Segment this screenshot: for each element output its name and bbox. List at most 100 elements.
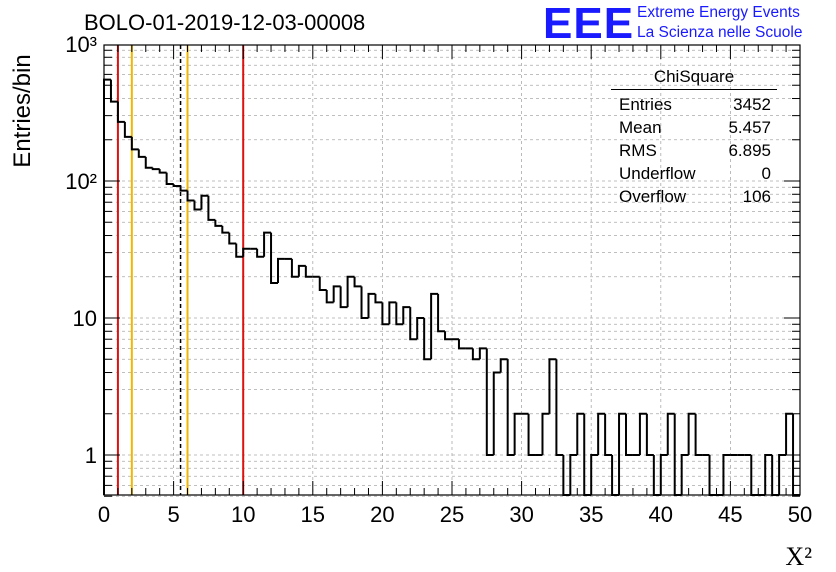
stats-name: ChiSquare: [611, 67, 777, 90]
histogram-bin: [506, 359, 515, 456]
histogram-bin: [604, 413, 613, 456]
stats-value: 3452: [733, 95, 771, 114]
reference-lines: [116, 45, 245, 495]
histogram-bin: [409, 307, 418, 341]
histogram-bin: [792, 413, 800, 496]
stats-row: RMS 6.895: [611, 139, 777, 162]
stats-value: 6.895: [728, 141, 771, 160]
x-tick-label: 50: [788, 502, 812, 527]
histogram-bin: [597, 412, 606, 455]
x-tick-label: 10: [231, 502, 255, 527]
histogram-bin: [165, 172, 174, 186]
histogram-bin: [778, 454, 787, 495]
histogram-bin: [381, 302, 390, 326]
x-tick-label: 20: [370, 502, 394, 527]
histogram-bin: [722, 454, 731, 495]
histogram-bin: [687, 412, 696, 455]
x-tick-label: 5: [167, 502, 179, 527]
histogram-bin: [444, 331, 452, 341]
x-tick-label: 45: [718, 502, 742, 527]
histogram-bin: [116, 101, 125, 123]
x-axis-label: X²: [785, 542, 812, 571]
x-tick-labels: 0 5 10 15 20 25 30 35 40 45 50: [98, 502, 812, 527]
stats-box: ChiSquare Entries 3452 Mean 5.457 RMS 6.…: [611, 67, 777, 208]
histogram-bin: [680, 454, 689, 495]
histogram-bin: [109, 79, 118, 103]
stats-label: RMS: [619, 141, 657, 160]
histogram-bin: [402, 306, 411, 325]
y-tick-label: 10: [73, 306, 97, 331]
histogram-bin: [297, 264, 306, 277]
histogram-bin: [346, 275, 355, 308]
histogram-bin: [576, 412, 585, 455]
histogram-bin: [527, 413, 536, 456]
stats-value: 106: [742, 187, 771, 206]
histogram-bin: [158, 169, 167, 174]
histogram-bin: [200, 194, 209, 210]
eee-logo: EEE: [543, 0, 635, 48]
histogram-bin: [353, 276, 362, 288]
logo-line-1: Extreme Energy Events: [637, 4, 800, 21]
histogram-bin: [290, 258, 299, 278]
histogram-bin: [277, 257, 285, 284]
histogram-bin: [193, 200, 202, 211]
x-tick-label: 0: [98, 502, 110, 527]
histogram-bin: [221, 225, 230, 234]
histogram-bin: [423, 318, 432, 361]
x-tick-label: 30: [509, 502, 533, 527]
histogram-bin: [186, 190, 195, 202]
histogram-bin: [339, 286, 348, 309]
stats-row: Mean 5.457: [611, 116, 777, 139]
x-tick-label: 15: [301, 502, 325, 527]
y-tick-label: 10³: [65, 32, 97, 57]
histogram-bin: [583, 413, 592, 496]
histogram-bin: [256, 248, 265, 258]
stats-row: Underflow 0: [611, 162, 777, 185]
histogram-bin: [360, 286, 369, 319]
histogram-bin: [228, 232, 237, 245]
histogram-bin: [569, 454, 578, 495]
x-tick-label: 40: [649, 502, 673, 527]
histogram-bin: [457, 339, 466, 350]
histogram-bin: [548, 358, 557, 414]
chart-title: BOLO-01-2019-12-03-00008: [84, 10, 366, 35]
histogram-bin: [172, 184, 181, 187]
histogram-bin: [374, 293, 383, 304]
histogram-bin: [430, 292, 439, 360]
histogram-bin: [103, 78, 111, 495]
stats-value: 0: [761, 164, 771, 183]
logo-line-2: La Scienza nelle Scuole: [637, 24, 803, 41]
histogram-bin: [144, 156, 153, 169]
stats-label: Mean: [619, 118, 662, 137]
histogram-bin: [437, 293, 446, 333]
histogram-bin: [555, 359, 564, 456]
histogram-bin: [123, 121, 132, 138]
histogram-bin: [666, 412, 675, 455]
y-tick-labels: 1 10 10² 10³: [65, 32, 97, 468]
histogram-bin: [499, 358, 508, 373]
stats-label: Entries: [619, 95, 672, 114]
histogram-bin: [151, 167, 160, 171]
histogram-bin: [130, 136, 139, 151]
x-tick-label: 25: [440, 502, 464, 527]
histogram-bin: [416, 317, 425, 340]
histogram-bin: [694, 413, 703, 456]
histogram-bin: [137, 149, 146, 158]
histogram-bin: [645, 413, 654, 456]
histogram-bin: [764, 454, 773, 495]
y-tick-label: 1: [85, 443, 97, 468]
histogram-bin: [263, 231, 272, 257]
histogram-bin: [625, 413, 633, 456]
histogram-bin: [618, 412, 626, 495]
axis-ticks: [103, 45, 801, 497]
histogram-bin: [492, 371, 501, 455]
stats-label: Underflow: [619, 164, 696, 183]
histogram-bin: [207, 195, 216, 221]
histogram-bin: [325, 290, 334, 304]
histogram-bin: [304, 265, 313, 278]
histogram-bin: [235, 243, 244, 258]
histogram-bin: [485, 348, 494, 456]
histogram-bin: [513, 412, 522, 455]
histogram-bin: [388, 301, 397, 325]
